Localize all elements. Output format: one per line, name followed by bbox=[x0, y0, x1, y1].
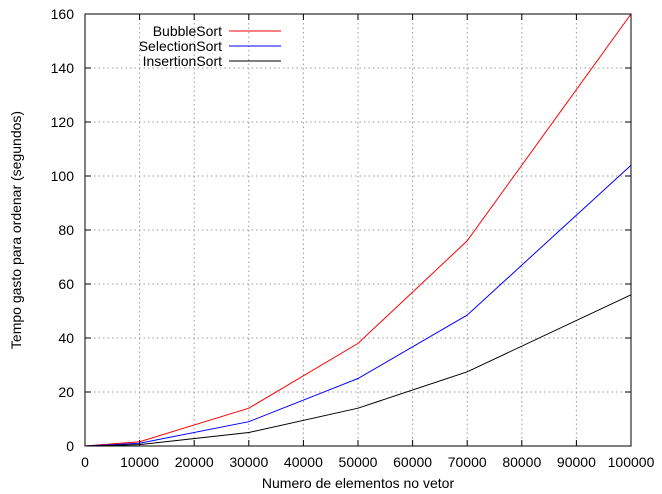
y-tick-label: 20 bbox=[58, 384, 74, 400]
x-tick-label: 30000 bbox=[229, 454, 268, 470]
tick-layer: 0 10000 20000 30000 40000 50000 60000 70000 8000… bbox=[51, 6, 655, 470]
y-tick-label: 0 bbox=[66, 438, 74, 454]
series-layer bbox=[84, 13, 632, 447]
series-line-selectionsort bbox=[84, 164, 632, 447]
legend-label-insertionsort: InsertionSort bbox=[143, 53, 222, 69]
y-tick-label: 100 bbox=[51, 168, 75, 184]
y-tick-label: 140 bbox=[51, 60, 75, 76]
x-tick-label: 60000 bbox=[393, 454, 432, 470]
x-tick-label: 10000 bbox=[120, 454, 159, 470]
legend-label-selectionsort: SelectionSort bbox=[139, 38, 222, 54]
y-tick-label: 40 bbox=[58, 330, 74, 346]
x-tick-label: 90000 bbox=[557, 454, 596, 470]
x-tick-label: 70000 bbox=[448, 454, 487, 470]
x-tick-label: 80000 bbox=[502, 454, 541, 470]
legend-label-bubblesort: BubbleSort bbox=[153, 23, 222, 39]
x-axis-title: Numero de elementos no vetor bbox=[262, 475, 455, 491]
series-line-insertionsort bbox=[84, 294, 632, 447]
x-tick-label: 50000 bbox=[339, 454, 378, 470]
x-tick-label: 0 bbox=[81, 454, 89, 470]
y-tick-label: 80 bbox=[58, 222, 74, 238]
y-tick-label: 60 bbox=[58, 276, 74, 292]
series-line-bubblesort bbox=[84, 13, 632, 447]
x-tick-label: 100000 bbox=[608, 454, 655, 470]
y-axis-title: Tempo gasto para ordenar (segundos) bbox=[8, 111, 24, 349]
y-tick-label: 160 bbox=[51, 6, 75, 22]
grid-layer bbox=[85, 14, 631, 446]
x-tick-label: 20000 bbox=[175, 454, 214, 470]
y-tick-label: 120 bbox=[51, 114, 75, 130]
x-tick-label: 40000 bbox=[284, 454, 323, 470]
